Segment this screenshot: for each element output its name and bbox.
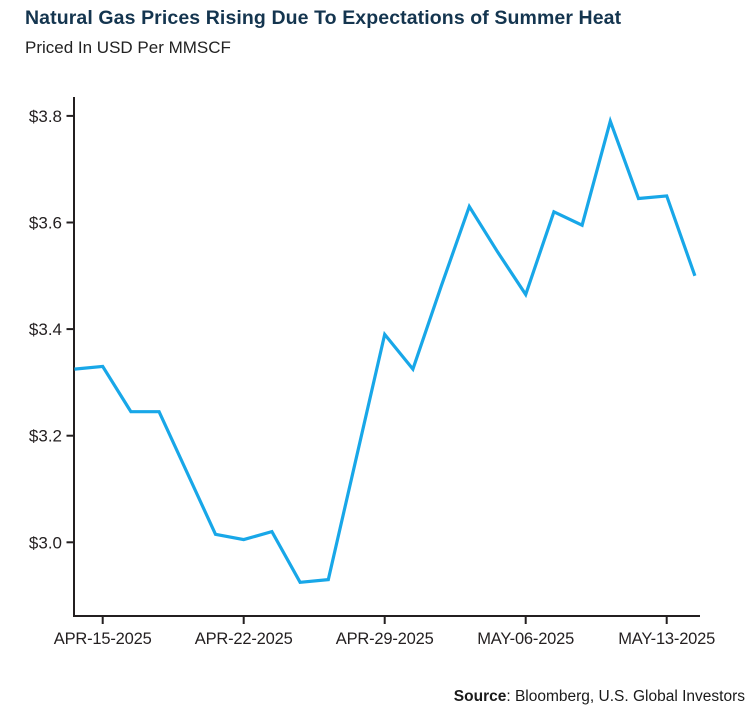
y-tick-label: $3.6: [29, 214, 62, 233]
chart-title: Natural Gas Prices Rising Due To Expecta…: [25, 7, 622, 29]
x-tick-label: MAY-13-2025: [618, 630, 715, 648]
x-tick-label: APR-22-2025: [195, 630, 293, 648]
y-tick-label: $3.4: [29, 320, 62, 339]
source-label: Source: [453, 688, 507, 705]
source-attribution: Source: Bloomberg, U.S. Global Investors: [454, 688, 745, 706]
source-text: : Bloomberg, U.S. Global Investors: [506, 688, 745, 705]
x-axis-ticks: APR-15-2025 APR-22-2025 APR-29-2025 MAY-06-…: [54, 616, 715, 648]
y-tick-label: $3.2: [29, 427, 62, 446]
price-line-series: [74, 115, 697, 584]
x-tick-label: APR-29-2025: [336, 630, 434, 648]
y-tick-label: $3.0: [29, 533, 62, 552]
x-tick-label: APR-15-2025: [54, 630, 152, 648]
x-tick-label: MAY-06-2025: [477, 630, 574, 648]
y-axis-ticks: $3.0 $3.2 $3.4 $3.6 $3.8: [29, 107, 74, 552]
y-tick-label: $3.8: [29, 107, 62, 126]
chart-subtitle: Priced In USD Per MMSCF: [25, 38, 231, 57]
